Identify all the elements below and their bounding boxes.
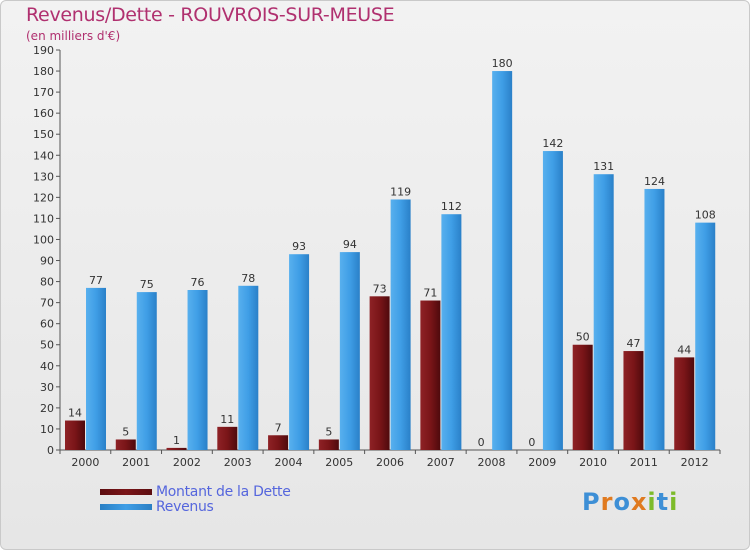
data-label-dette: 1	[173, 434, 180, 447]
bar-revenus	[339, 252, 360, 450]
bar-dette	[166, 447, 187, 450]
data-label-dette: 5	[122, 425, 129, 438]
data-label-revenus: 112	[441, 200, 462, 213]
data-label-revenus: 77	[89, 274, 103, 287]
y-tick-label: 120	[33, 191, 54, 204]
x-tick-label: 2010	[579, 456, 607, 469]
y-tick-label: 110	[33, 212, 54, 225]
data-label-dette: 11	[220, 413, 234, 426]
y-tick-label: 0	[47, 444, 54, 457]
bar-revenus	[289, 254, 310, 450]
bar-dette	[420, 300, 441, 450]
bar-dette	[268, 435, 289, 450]
y-tick-label: 140	[33, 149, 54, 162]
bar-revenus	[390, 199, 411, 450]
y-tick-label: 80	[40, 276, 54, 289]
bar-dette	[65, 420, 85, 450]
x-tick-label: 2008	[478, 456, 506, 469]
bar-revenus	[492, 71, 513, 450]
bar-dette	[369, 296, 390, 450]
data-label-revenus: 119	[390, 185, 411, 198]
y-tick-label: 190	[33, 44, 54, 57]
data-label-revenus: 76	[191, 276, 205, 289]
y-tick-label: 40	[40, 360, 54, 373]
y-tick-label: 60	[40, 318, 54, 331]
data-label-dette: 47	[626, 337, 640, 350]
proxiti-logo: Proxiti	[582, 488, 679, 516]
y-tick-label: 70	[40, 297, 54, 310]
bar-revenus	[441, 214, 462, 450]
data-label-dette: 0	[528, 436, 535, 449]
legend-swatch-revenus	[100, 503, 152, 510]
data-label-dette: 73	[373, 282, 387, 295]
y-tick-label: 150	[33, 128, 54, 141]
data-label-revenus: 124	[644, 175, 665, 188]
y-tick-label: 90	[40, 255, 54, 268]
x-tick-label: 2006	[376, 456, 404, 469]
y-tick-label: 30	[40, 381, 54, 394]
legend-label-revenus: Revenus	[156, 498, 214, 515]
data-label-dette: 14	[68, 407, 82, 420]
y-tick-label: 160	[33, 107, 54, 120]
data-label-dette: 0	[478, 436, 485, 449]
y-tick-label: 20	[40, 402, 54, 415]
data-label-revenus: 75	[140, 278, 154, 291]
data-label-revenus: 93	[292, 240, 306, 253]
x-tick-label: 2001	[122, 456, 150, 469]
x-tick-label: 2007	[427, 456, 455, 469]
legend: Montant de la Dette Revenus	[100, 483, 291, 515]
x-tick-label: 2000	[71, 456, 99, 469]
bar-dette	[318, 439, 339, 450]
bar-dette	[674, 357, 695, 450]
y-tick-label: 100	[33, 233, 54, 246]
legend-label-dette: Montant de la Dette	[156, 483, 291, 500]
chart-subtitle: (en milliers d'€)	[26, 29, 121, 43]
bar-revenus	[187, 290, 208, 450]
chart-title: Revenus/Dette - ROUVROIS-SUR-MEUSE	[26, 4, 395, 26]
bar-revenus	[593, 174, 614, 451]
bar-dette	[572, 344, 593, 450]
data-label-revenus: 142	[542, 137, 563, 150]
bar-revenus	[86, 287, 106, 450]
bar-dette	[217, 426, 238, 450]
x-tick-label: 2004	[274, 456, 302, 469]
y-tick-label: 170	[33, 86, 54, 99]
legend-item-dette: Montant de la Dette	[100, 483, 291, 500]
data-label-revenus: 180	[492, 57, 513, 70]
x-tick-label: 2003	[224, 456, 252, 469]
bar-revenus	[136, 292, 157, 450]
x-tick-label: 2011	[630, 456, 658, 469]
bar-revenus	[542, 151, 563, 451]
data-label-dette: 44	[677, 343, 691, 356]
data-label-revenus: 94	[343, 238, 357, 251]
bar-revenus	[238, 285, 259, 450]
legend-swatch-dette	[100, 488, 152, 495]
y-tick-label: 180	[33, 65, 54, 78]
y-tick-label: 130	[33, 170, 54, 183]
x-tick-label: 2005	[325, 456, 353, 469]
data-label-revenus: 131	[593, 160, 614, 173]
bar-revenus	[695, 222, 716, 450]
data-label-dette: 50	[576, 331, 590, 344]
data-label-revenus: 78	[241, 272, 255, 285]
bar-dette	[623, 351, 644, 450]
bar-dette	[115, 439, 136, 450]
y-tick-label: 10	[40, 423, 54, 436]
data-label-dette: 7	[275, 421, 282, 434]
x-tick-label: 2009	[528, 456, 556, 469]
legend-item-revenus: Revenus	[100, 498, 291, 515]
data-label-revenus: 108	[695, 209, 716, 222]
x-tick-label: 2012	[681, 456, 709, 469]
y-tick-label: 50	[40, 339, 54, 352]
x-tick-label: 2002	[173, 456, 201, 469]
bar-revenus	[644, 188, 665, 450]
data-label-dette: 5	[325, 425, 332, 438]
data-label-dette: 71	[423, 287, 437, 300]
